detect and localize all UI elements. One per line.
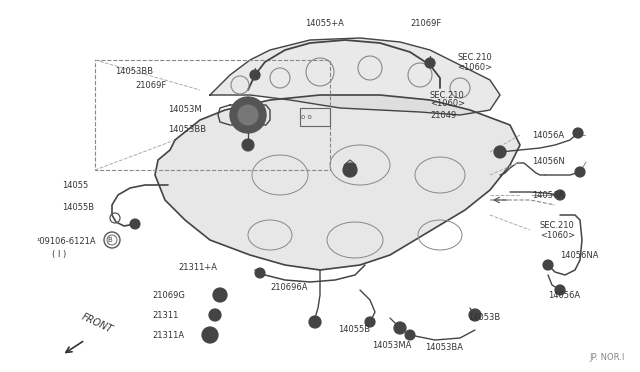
Circle shape (213, 288, 227, 302)
Text: ( I ): ( I ) (52, 250, 67, 260)
Text: 14053BA: 14053BA (425, 343, 463, 353)
Circle shape (230, 97, 266, 133)
Bar (300, 108, 330, 126)
Circle shape (343, 163, 357, 177)
Text: 14053BB: 14053BB (168, 125, 206, 135)
Polygon shape (155, 95, 520, 270)
Circle shape (202, 327, 218, 343)
Text: 14056NA: 14056NA (560, 250, 598, 260)
Text: 21069G: 21069G (152, 292, 185, 301)
Text: 14055: 14055 (62, 180, 88, 189)
Circle shape (573, 128, 583, 138)
Circle shape (555, 190, 565, 200)
Text: 21311+A: 21311+A (178, 263, 217, 273)
Text: 14056N: 14056N (532, 157, 564, 167)
Text: JP. NOR.I: JP. NOR.I (589, 353, 625, 362)
Circle shape (425, 58, 435, 68)
Text: 21049: 21049 (430, 110, 456, 119)
Circle shape (242, 139, 254, 151)
Text: 14056A: 14056A (532, 190, 564, 199)
Circle shape (238, 105, 258, 125)
Text: 210696A: 210696A (270, 283, 307, 292)
Text: <1060>: <1060> (457, 62, 492, 71)
Circle shape (494, 146, 506, 158)
Text: 14053B: 14053B (468, 314, 500, 323)
Circle shape (250, 70, 260, 80)
Text: 14053MA: 14053MA (372, 340, 412, 350)
Text: 21311A: 21311A (152, 330, 184, 340)
Text: 14055B: 14055B (338, 326, 370, 334)
Text: 14056A: 14056A (532, 131, 564, 140)
Circle shape (209, 309, 221, 321)
Text: B: B (108, 237, 113, 243)
Text: 21311: 21311 (152, 311, 179, 320)
Circle shape (394, 322, 406, 334)
Circle shape (469, 309, 481, 321)
Text: <1060>: <1060> (540, 231, 575, 240)
Circle shape (130, 219, 140, 229)
Text: SEC.210: SEC.210 (540, 221, 575, 230)
Circle shape (255, 268, 265, 278)
Text: 14053BB: 14053BB (115, 67, 153, 77)
Text: 14055+A: 14055+A (305, 19, 344, 29)
Circle shape (309, 316, 321, 328)
Circle shape (543, 260, 553, 270)
Text: 21069F: 21069F (410, 19, 441, 29)
Text: ¹09106-6121A: ¹09106-6121A (36, 237, 95, 247)
Polygon shape (210, 38, 500, 115)
Text: SEC.210: SEC.210 (430, 90, 465, 99)
Text: <1060>: <1060> (430, 99, 465, 109)
Text: o o: o o (301, 114, 312, 120)
Text: SEC.210: SEC.210 (457, 54, 492, 62)
Text: 14056A: 14056A (548, 291, 580, 299)
Text: FRONT: FRONT (80, 312, 115, 335)
Circle shape (365, 317, 375, 327)
Text: 14055B: 14055B (62, 203, 94, 212)
Circle shape (405, 330, 415, 340)
Text: 14053M: 14053M (168, 106, 202, 115)
Circle shape (575, 167, 585, 177)
Text: 21069F: 21069F (135, 80, 166, 90)
Circle shape (555, 285, 565, 295)
